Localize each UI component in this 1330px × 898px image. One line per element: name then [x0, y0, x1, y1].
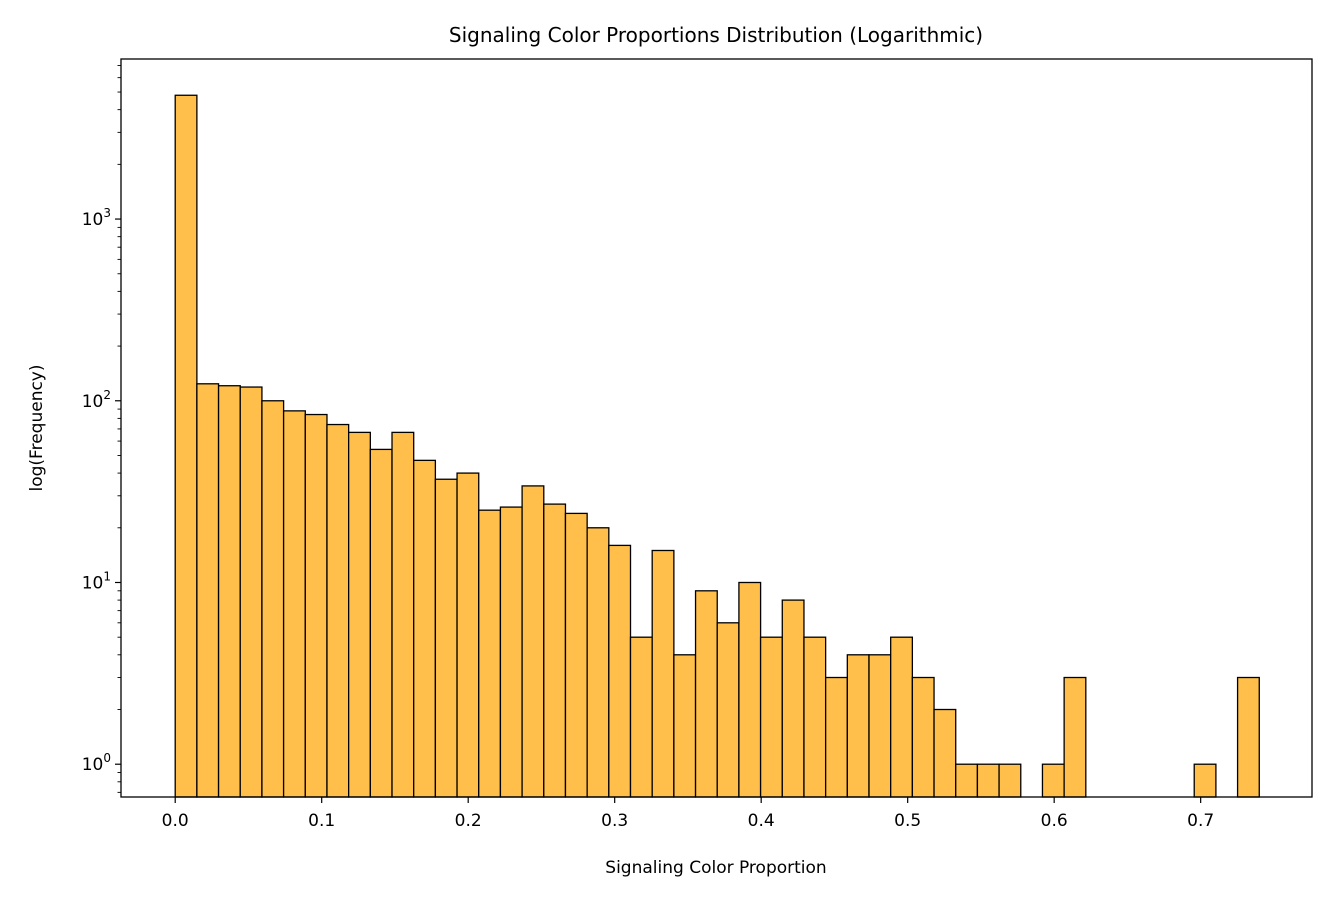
histogram-bar [738, 581, 762, 798]
y-axis-ticks: 100 101 102 103 [82, 65, 121, 793]
histogram-bar [1063, 676, 1087, 798]
histogram-bar [239, 386, 263, 798]
histogram-bar [781, 599, 805, 798]
histogram-bar [196, 383, 220, 798]
histogram-bar [586, 527, 610, 798]
y-tick-label: 101 [82, 569, 111, 593]
histogram-bar [933, 708, 957, 798]
histogram-bar [174, 94, 198, 798]
x-tick-label: 0.5 [894, 811, 921, 831]
x-axis-ticks: 0.0 0.1 0.2 0.3 0.4 0.5 0.6 0.7 [162, 797, 1214, 831]
histogram-bar [976, 763, 1000, 798]
histogram-bar [1193, 763, 1217, 798]
plot-frame [120, 58, 1313, 798]
x-tick-label: 0.4 [748, 811, 775, 831]
y-tick-label: 102 [82, 388, 111, 412]
x-tick-label: 0.2 [455, 811, 482, 831]
histogram-bar [304, 413, 328, 798]
histogram-bar [282, 410, 306, 798]
histogram-bar [217, 385, 241, 798]
histogram-bar [694, 590, 718, 798]
histogram-bar [890, 636, 914, 798]
histogram-bar [673, 654, 697, 798]
x-tick-label: 0.0 [162, 811, 189, 831]
x-tick-label: 0.3 [601, 811, 628, 831]
histogram-bar [348, 431, 371, 798]
chart-title: Signaling Color Proportions Distribution… [449, 23, 983, 47]
histogram-bar [651, 549, 675, 798]
histogram-bar [564, 512, 588, 798]
histogram-bar [846, 654, 870, 798]
histogram-bar [326, 423, 350, 798]
histogram-bar [478, 509, 502, 798]
histogram-bar [1236, 676, 1260, 798]
histogram-bar [803, 636, 827, 798]
histogram-bar [499, 506, 523, 798]
histogram-bar [391, 431, 415, 798]
histogram-bar [955, 763, 979, 798]
histogram-bar [1041, 763, 1065, 798]
histogram-bar [824, 676, 848, 798]
x-axis-label: Signaling Color Proportion [605, 858, 826, 878]
y-axis-label: log(Frequency) [27, 364, 47, 491]
histogram-bar [456, 472, 480, 798]
histogram-bar [521, 485, 545, 798]
histogram-bar [629, 636, 653, 798]
histogram-bar [261, 400, 285, 798]
y-tick-label: 103 [82, 206, 111, 230]
histogram-bar [413, 459, 437, 798]
histogram-bar [868, 654, 892, 798]
histogram-bar [759, 636, 783, 798]
x-tick-label: 0.6 [1041, 811, 1068, 831]
histogram-bar [716, 622, 740, 798]
histogram-bar [543, 503, 567, 798]
histogram-bar [998, 763, 1022, 798]
histogram-bar [369, 448, 393, 798]
histogram-bar [608, 544, 632, 798]
histogram-bar [911, 676, 935, 798]
x-tick-label: 0.7 [1187, 811, 1214, 831]
x-tick-label: 0.1 [308, 811, 335, 831]
bars-group [174, 94, 1260, 798]
y-tick-label: 100 [82, 751, 111, 775]
histogram-bar [434, 478, 458, 798]
